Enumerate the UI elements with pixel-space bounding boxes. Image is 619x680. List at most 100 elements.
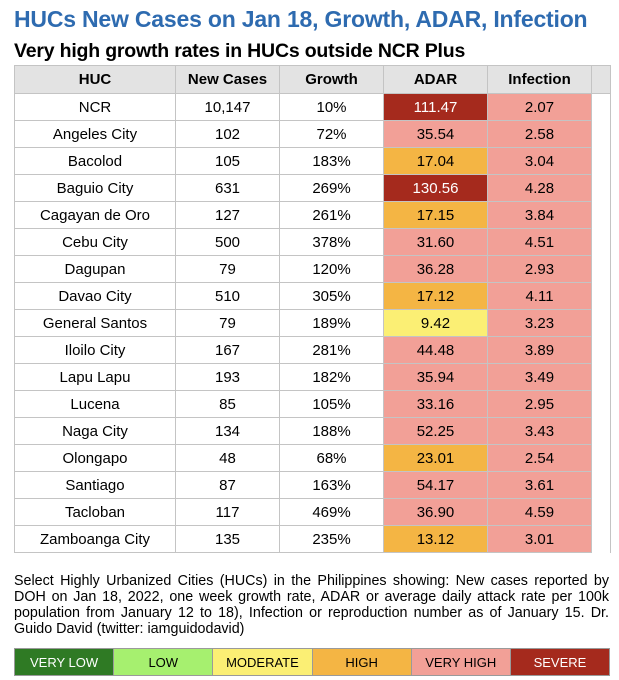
cell-huc: Naga City bbox=[14, 417, 176, 445]
cell-huc: Dagupan bbox=[14, 255, 176, 283]
cell-huc: Baguio City bbox=[14, 174, 176, 202]
huc-table: HUC New Cases Growth ADAR Infection NCR 1… bbox=[14, 65, 611, 553]
cell-spacer bbox=[591, 228, 611, 256]
legend-high: HIGH bbox=[312, 649, 412, 675]
cell-adar: 17.15 bbox=[383, 201, 488, 229]
cell-huc: NCR bbox=[14, 93, 176, 121]
cell-huc: Cagayan de Oro bbox=[14, 201, 176, 229]
cell-spacer bbox=[591, 282, 611, 310]
cell-spacer bbox=[591, 174, 611, 202]
legend-severe: SEVERE bbox=[510, 649, 610, 675]
cell-new-cases: 48 bbox=[175, 444, 280, 472]
header-huc: HUC bbox=[14, 65, 176, 94]
table-row: Tacloban 117 469% 36.90 4.59 bbox=[14, 498, 611, 526]
cell-spacer bbox=[591, 309, 611, 337]
legend-low: LOW bbox=[114, 649, 214, 675]
cell-adar: 130.56 bbox=[383, 174, 488, 202]
chart-title: HUCs New Cases on Jan 18, Growth, ADAR, … bbox=[14, 6, 588, 32]
cell-growth: 120% bbox=[279, 255, 384, 283]
table-body: NCR 10,147 10% 111.47 2.07 Angeles City 102 72%… bbox=[14, 93, 611, 553]
table-row: Cagayan de Oro 127 261% 17.15 3.84 bbox=[14, 201, 611, 229]
chart-subtitle: Very high growth rates in HUCs outside N… bbox=[14, 40, 466, 62]
cell-spacer bbox=[591, 255, 611, 283]
cell-adar: 44.48 bbox=[383, 336, 488, 364]
cell-adar: 23.01 bbox=[383, 444, 488, 472]
cell-huc: Santiago bbox=[14, 471, 176, 499]
legend-very-low: VERY LOW bbox=[15, 649, 115, 675]
cell-infection: 3.04 bbox=[487, 147, 592, 175]
cell-infection: 3.89 bbox=[487, 336, 592, 364]
cell-adar: 9.42 bbox=[383, 309, 488, 337]
cell-new-cases: 167 bbox=[175, 336, 280, 364]
legend-moderate: MODERATE bbox=[213, 649, 313, 675]
cell-spacer bbox=[591, 93, 611, 121]
footnote: Select Highly Urbanized Cities (HUCs) in… bbox=[14, 573, 609, 637]
cell-new-cases: 127 bbox=[175, 201, 280, 229]
cell-growth: 469% bbox=[279, 498, 384, 526]
cell-infection: 3.84 bbox=[487, 201, 592, 229]
cell-spacer bbox=[591, 525, 611, 553]
table-row: General Santos 79 189% 9.42 3.23 bbox=[14, 309, 611, 337]
cell-growth: 182% bbox=[279, 363, 384, 391]
cell-new-cases: 135 bbox=[175, 525, 280, 553]
cell-spacer bbox=[591, 120, 611, 148]
cell-growth: 281% bbox=[279, 336, 384, 364]
cell-growth: 269% bbox=[279, 174, 384, 202]
cell-infection: 3.49 bbox=[487, 363, 592, 391]
cell-infection: 2.58 bbox=[487, 120, 592, 148]
cell-huc: Cebu City bbox=[14, 228, 176, 256]
table-row: Davao City 510 305% 17.12 4.11 bbox=[14, 282, 611, 310]
cell-growth: 378% bbox=[279, 228, 384, 256]
table-row: Bacolod 105 183% 17.04 3.04 bbox=[14, 147, 611, 175]
table-row: Naga City 134 188% 52.25 3.43 bbox=[14, 417, 611, 445]
cell-new-cases: 10,147 bbox=[175, 93, 280, 121]
cell-spacer bbox=[591, 498, 611, 526]
header-row: HUC New Cases Growth ADAR Infection bbox=[14, 65, 611, 94]
cell-new-cases: 105 bbox=[175, 147, 280, 175]
cell-huc: General Santos bbox=[14, 309, 176, 337]
header-spacer bbox=[591, 65, 611, 94]
cell-infection: 3.61 bbox=[487, 471, 592, 499]
cell-adar: 36.28 bbox=[383, 255, 488, 283]
cell-adar: 13.12 bbox=[383, 525, 488, 553]
cell-new-cases: 500 bbox=[175, 228, 280, 256]
cell-huc: Lucena bbox=[14, 390, 176, 418]
cell-huc: Bacolod bbox=[14, 147, 176, 175]
table-row: Santiago 87 163% 54.17 3.61 bbox=[14, 471, 611, 499]
table-row: Iloilo City 167 281% 44.48 3.89 bbox=[14, 336, 611, 364]
cell-new-cases: 102 bbox=[175, 120, 280, 148]
cell-new-cases: 79 bbox=[175, 309, 280, 337]
cell-spacer bbox=[591, 201, 611, 229]
cell-growth: 188% bbox=[279, 417, 384, 445]
table-row: Angeles City 102 72% 35.54 2.58 bbox=[14, 120, 611, 148]
cell-growth: 305% bbox=[279, 282, 384, 310]
cell-infection: 2.95 bbox=[487, 390, 592, 418]
cell-new-cases: 79 bbox=[175, 255, 280, 283]
cell-infection: 4.11 bbox=[487, 282, 592, 310]
cell-spacer bbox=[591, 363, 611, 391]
cell-growth: 189% bbox=[279, 309, 384, 337]
table-row: Baguio City 631 269% 130.56 4.28 bbox=[14, 174, 611, 202]
cell-infection: 2.54 bbox=[487, 444, 592, 472]
cell-huc: Olongapo bbox=[14, 444, 176, 472]
table-row: NCR 10,147 10% 111.47 2.07 bbox=[14, 93, 611, 121]
table-row: Cebu City 500 378% 31.60 4.51 bbox=[14, 228, 611, 256]
cell-adar: 33.16 bbox=[383, 390, 488, 418]
cell-infection: 4.51 bbox=[487, 228, 592, 256]
header-infection: Infection bbox=[487, 65, 592, 94]
cell-adar: 35.94 bbox=[383, 363, 488, 391]
cell-growth: 72% bbox=[279, 120, 384, 148]
cell-growth: 163% bbox=[279, 471, 384, 499]
cell-growth: 68% bbox=[279, 444, 384, 472]
cell-growth: 183% bbox=[279, 147, 384, 175]
cell-spacer bbox=[591, 444, 611, 472]
cell-infection: 4.59 bbox=[487, 498, 592, 526]
cell-growth: 261% bbox=[279, 201, 384, 229]
header-new-cases: New Cases bbox=[175, 65, 280, 94]
cell-adar: 17.12 bbox=[383, 282, 488, 310]
cell-growth: 105% bbox=[279, 390, 384, 418]
table-row: Olongapo 48 68% 23.01 2.54 bbox=[14, 444, 611, 472]
color-legend: VERY LOW LOW MODERATE HIGH VERY HIGH SEVERE bbox=[14, 648, 610, 676]
cell-infection: 3.43 bbox=[487, 417, 592, 445]
cell-infection: 4.28 bbox=[487, 174, 592, 202]
